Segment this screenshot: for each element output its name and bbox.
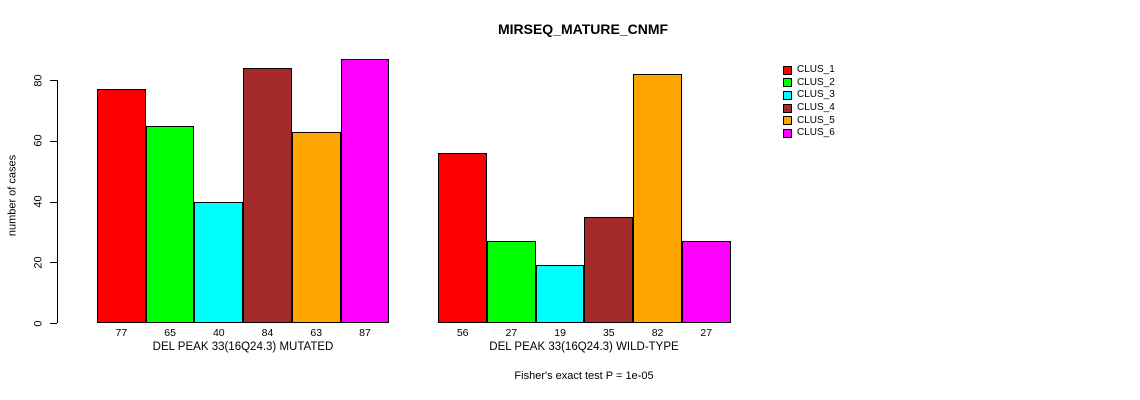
legend-item-clus_4: CLUS_4 xyxy=(783,102,835,115)
legend-label: CLUS_3 xyxy=(797,89,835,101)
bar-value-label: 87 xyxy=(359,327,371,339)
legend-swatch-clus_5 xyxy=(783,116,792,126)
y-axis-tick xyxy=(50,80,57,81)
legend-swatch-clus_6 xyxy=(783,128,792,138)
bar-group1-clus_5 xyxy=(291,131,341,323)
legend-swatch-clus_4 xyxy=(783,103,792,113)
bar-group2-clus_1 xyxy=(438,152,488,323)
chart-title: MIRSEQ_MATURE_CNMF xyxy=(497,21,669,37)
bar-value-label: 27 xyxy=(700,327,713,339)
bar-value-label: 40 xyxy=(212,327,225,339)
bar-group1-clus_6 xyxy=(340,58,390,323)
legend-item-clus_3: CLUS_3 xyxy=(783,89,835,102)
legend: CLUS_1 CLUS_2 CLUS_3 CLUS_4 CLUS_5 CLUS_6 xyxy=(783,64,835,140)
y-axis-tick-label: 40 xyxy=(32,195,45,208)
legend-item-clus_2: CLUS_2 xyxy=(783,77,835,90)
bar-group1-clus_3 xyxy=(194,201,244,323)
bar-value-label: 35 xyxy=(602,327,615,339)
y-axis-title: number of cases xyxy=(6,154,19,237)
bar-value-label: 82 xyxy=(651,327,664,339)
y-axis-tick-label: 20 xyxy=(32,256,45,269)
x-axis-group-label-mutated: DEL PEAK 33(16Q24.3) MUTATED xyxy=(152,341,334,353)
legend-item-clus_6: CLUS_6 xyxy=(783,127,835,140)
bar-group2-clus_4 xyxy=(584,216,634,323)
bar-group2-clus_2 xyxy=(487,240,536,323)
bar-value-label: 77 xyxy=(115,327,128,339)
bar-value-label: 56 xyxy=(456,327,469,339)
bar-group1-clus_1 xyxy=(97,89,146,323)
y-axis-tick xyxy=(50,140,57,142)
legend-label: CLUS_6 xyxy=(797,127,835,139)
bar-value-label: 63 xyxy=(310,327,323,339)
y-axis-tick-label: 0 xyxy=(32,319,45,327)
bar-group2-clus_6 xyxy=(681,240,731,323)
bar-group1-clus_2 xyxy=(145,125,195,323)
y-axis-tick-label: 80 xyxy=(32,73,45,87)
legend-item-clus_1: CLUS_1 xyxy=(783,64,835,77)
y-axis-tick-label: 60 xyxy=(32,134,45,147)
legend-swatch-clus_2 xyxy=(783,78,792,88)
bar-value-label: 19 xyxy=(554,327,566,339)
legend-swatch-clus_1 xyxy=(783,65,792,75)
legend-label: CLUS_4 xyxy=(797,102,835,114)
bar-value-label: 27 xyxy=(505,327,518,339)
legend-label: CLUS_2 xyxy=(797,76,835,88)
y-axis-tick xyxy=(50,323,57,324)
legend-swatch-clus_3 xyxy=(783,90,792,100)
x-axis-group-label-wildtype: DEL PEAK 33(16Q24.3) WILD-TYPE xyxy=(489,341,679,353)
legend-label: CLUS_1 xyxy=(797,64,835,76)
y-axis-line xyxy=(57,80,58,323)
y-axis-tick xyxy=(50,262,57,264)
legend-item-clus_5: CLUS_5 xyxy=(783,114,835,127)
bar-group2-clus_3 xyxy=(535,265,585,323)
y-axis-tick xyxy=(50,201,57,203)
fisher-test-caption: Fisher's exact test P = 1e-05 xyxy=(514,370,654,382)
bar-value-label: 65 xyxy=(164,327,176,339)
bar-group1-clus_4 xyxy=(243,67,292,323)
bar-group2-clus_5 xyxy=(633,73,682,323)
legend-label: CLUS_5 xyxy=(797,114,835,126)
bar-value-label: 84 xyxy=(261,327,274,339)
